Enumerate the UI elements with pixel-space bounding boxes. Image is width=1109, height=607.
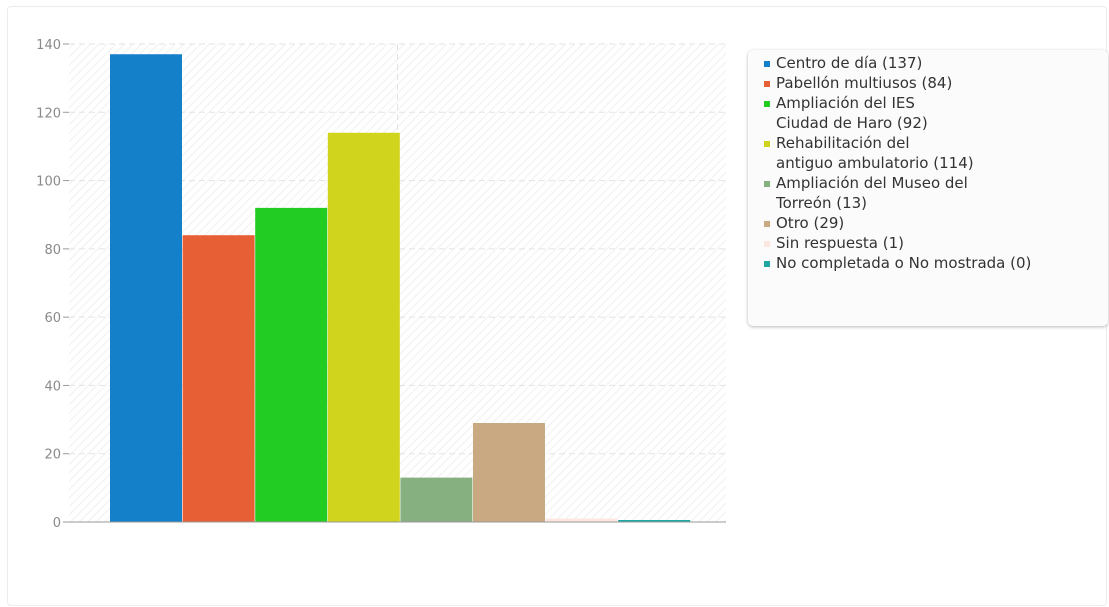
bar[interactable]	[110, 54, 182, 522]
y-axis-ticks: 0 20 40 60 80 100 120 140	[36, 38, 69, 531]
y-tick-label: 120	[36, 106, 61, 121]
legend-item[interactable]: Sin respuesta (1)	[762, 233, 1108, 253]
legend-item[interactable]: Pabellón multiusos (84)	[762, 73, 1108, 93]
y-tick-label: 60	[44, 311, 61, 326]
legend-swatch	[764, 101, 770, 107]
bar[interactable]	[182, 235, 255, 522]
legend-label: No completada o No mostrada (0)	[776, 254, 1032, 272]
legend-swatch	[764, 61, 770, 67]
legend-item[interactable]: Centro de día (137)	[762, 53, 1108, 73]
legend-item[interactable]: Ampliación del IES Ciudad de Haro (92)	[762, 93, 1108, 133]
legend: Centro de día (137) Pabellón multiusos (…	[748, 50, 1108, 326]
bar[interactable]	[400, 477, 473, 522]
legend-label: Rehabilitación del antiguo ambulatorio (…	[776, 134, 974, 172]
y-tick-label: 140	[36, 38, 61, 53]
legend-item[interactable]: Ampliación del Museo del Torreón (13)	[762, 173, 1108, 213]
bar-chart: 0 20 40 60 80 100 120 140	[36, 38, 726, 531]
legend-swatch	[764, 221, 770, 227]
legend-label: Sin respuesta (1)	[776, 234, 905, 252]
legend-label: Pabellón multiusos (84)	[776, 74, 953, 92]
y-tick-label: 40	[44, 379, 61, 394]
y-tick-label: 0	[53, 516, 61, 531]
y-tick-label: 80	[44, 243, 61, 258]
legend-swatch	[764, 181, 770, 187]
legend-item[interactable]: Otro (29)	[762, 213, 1108, 233]
legend-label: Ampliación del Museo del Torreón (13)	[776, 174, 968, 212]
bar[interactable]	[327, 132, 400, 522]
legend-swatch	[764, 241, 770, 247]
y-tick-label: 20	[44, 448, 61, 463]
y-tick-label: 100	[36, 175, 61, 190]
legend-swatch	[764, 261, 770, 267]
legend-label: Otro (29)	[776, 214, 845, 232]
bar[interactable]	[618, 520, 691, 522]
bar[interactable]	[545, 518, 618, 522]
legend-label: Ampliación del IES Ciudad de Haro (92)	[776, 94, 928, 132]
legend-swatch	[764, 81, 770, 87]
chart-container: 0 20 40 60 80 100 120 140 Centro de día (137) P…	[7, 6, 1108, 606]
legend-label: Centro de día (137)	[776, 54, 923, 72]
legend-item[interactable]: Rehabilitación del antiguo ambulatorio (…	[762, 133, 1108, 173]
legend-swatch	[764, 141, 770, 147]
bar[interactable]	[255, 207, 328, 522]
bar[interactable]	[473, 422, 545, 522]
bars	[110, 54, 691, 522]
legend-item[interactable]: No completada o No mostrada (0)	[762, 253, 1108, 273]
